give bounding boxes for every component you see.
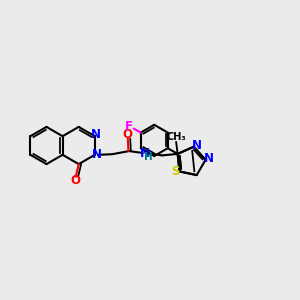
Text: CH₃: CH₃ — [167, 132, 187, 142]
Text: N: N — [192, 139, 202, 152]
Text: S: S — [172, 165, 180, 178]
Text: N: N — [92, 148, 102, 161]
Text: O: O — [123, 128, 133, 141]
Text: N: N — [91, 128, 101, 142]
Text: N: N — [204, 152, 214, 165]
Text: F: F — [125, 119, 133, 133]
Text: O: O — [71, 174, 81, 188]
Text: N: N — [140, 146, 150, 160]
Text: H: H — [144, 152, 153, 162]
